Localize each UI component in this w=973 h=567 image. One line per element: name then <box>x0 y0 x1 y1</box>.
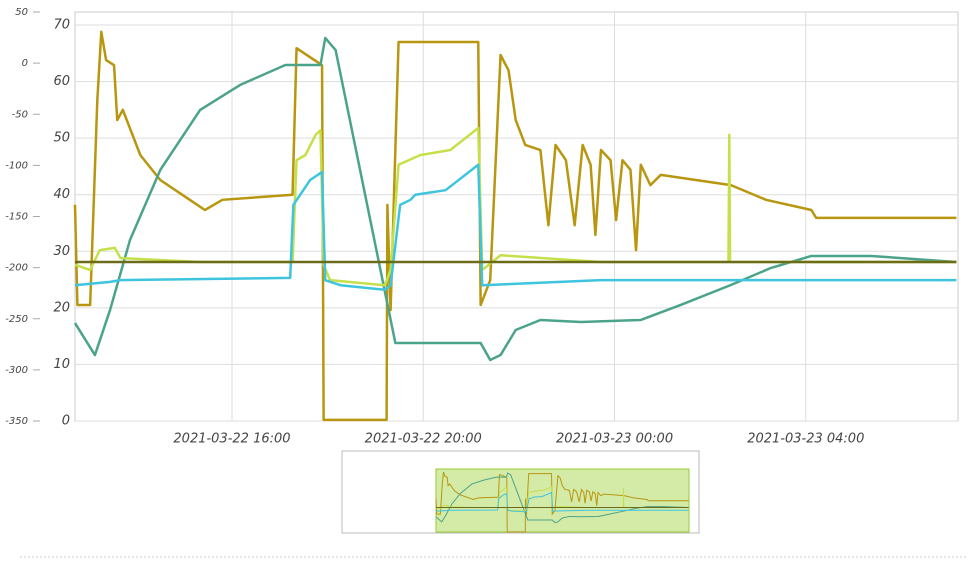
series-line <box>74 163 957 292</box>
y-tick-label: 10 <box>53 357 70 372</box>
navigator-frame[interactable] <box>341 450 700 534</box>
navigator-selection[interactable] <box>435 468 690 533</box>
y-tick-label: 60 <box>53 74 70 89</box>
series-line <box>73 36 957 362</box>
plot-area <box>74 11 959 422</box>
y2-tick-label: 0 <box>22 58 28 69</box>
y-tick-label: 30 <box>53 244 70 259</box>
navigator-line <box>435 471 689 533</box>
x-tick-label: 2021-03-22 20:00 <box>365 432 482 447</box>
y-tick-label: 20 <box>53 300 70 315</box>
y-tick-label: 50 <box>53 131 70 146</box>
y-tick-label: 70 <box>53 18 70 33</box>
series-line <box>73 30 957 422</box>
navigator-line <box>435 472 689 524</box>
y2-tick-label: -50 <box>12 109 28 120</box>
y2-tick-label: 50 <box>15 7 28 18</box>
x-tick-label: 2021-03-22 16:00 <box>173 432 290 447</box>
x-tick-label: 2021-03-23 04:00 <box>747 432 864 447</box>
y-tick-label: 40 <box>53 187 70 202</box>
x-tick-label: 2021-03-23 00:00 <box>556 432 673 447</box>
y2-tick-label: -350 <box>5 416 28 427</box>
navigator-line <box>435 491 689 513</box>
y2-tick-label: -200 <box>5 263 28 274</box>
y-tick-label: 0 <box>62 414 70 429</box>
y2-tick-label: -250 <box>5 314 28 325</box>
y2-tick-label: -150 <box>5 212 28 223</box>
y2-tick-label: -100 <box>5 160 28 171</box>
y2-tick-label: -300 <box>5 365 28 376</box>
